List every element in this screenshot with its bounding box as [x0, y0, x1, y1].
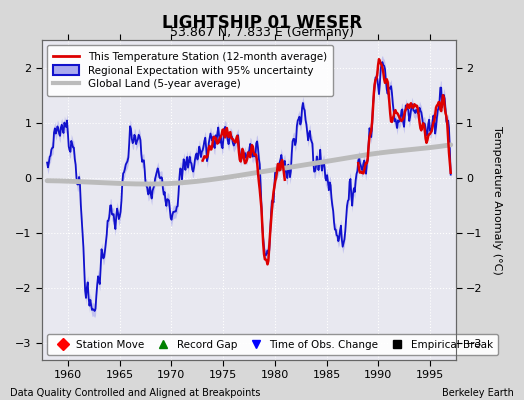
Text: 53.867 N, 7.833 E (Germany): 53.867 N, 7.833 E (Germany): [170, 26, 354, 39]
Y-axis label: Temperature Anomaly (°C): Temperature Anomaly (°C): [492, 126, 502, 274]
Text: Data Quality Controlled and Aligned at Breakpoints: Data Quality Controlled and Aligned at B…: [10, 388, 261, 398]
Text: LIGHTSHIP 01 WESER: LIGHTSHIP 01 WESER: [162, 14, 362, 32]
Legend: Station Move, Record Gap, Time of Obs. Change, Empirical Break: Station Move, Record Gap, Time of Obs. C…: [47, 334, 498, 355]
Text: Berkeley Earth: Berkeley Earth: [442, 388, 514, 398]
